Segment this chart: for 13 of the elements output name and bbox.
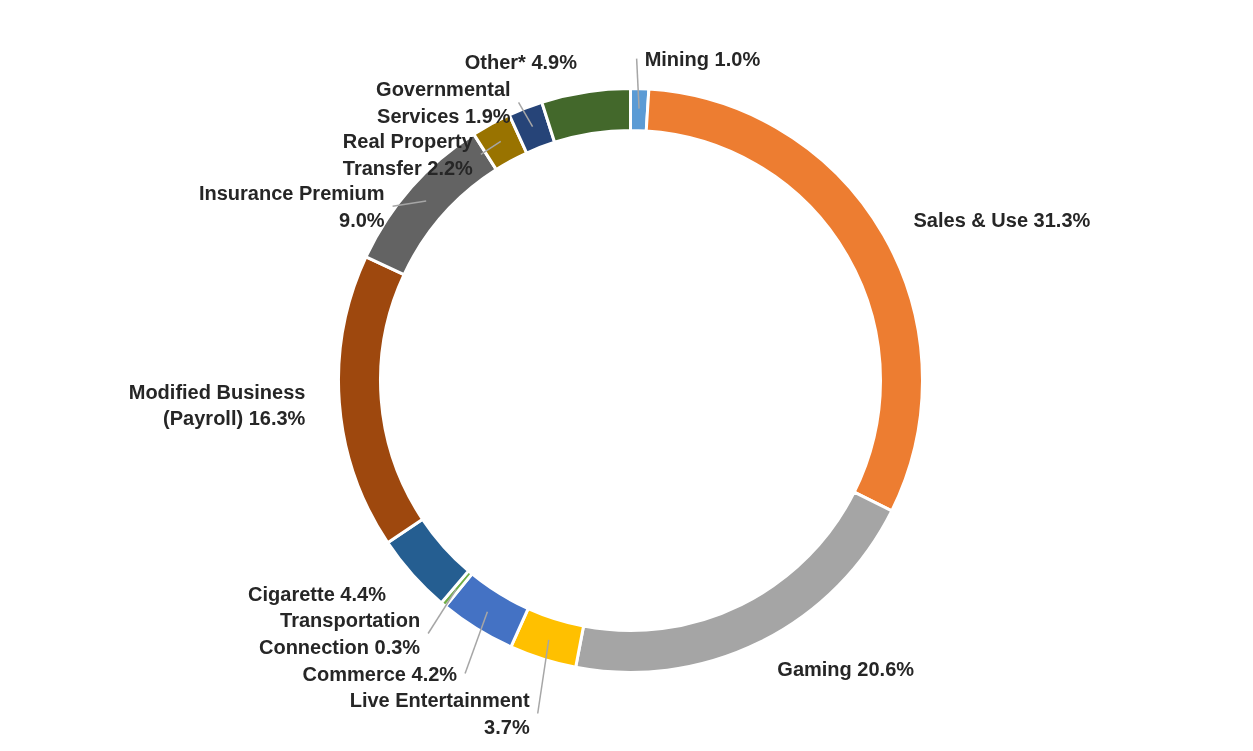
slice-label: Other* 4.9% [464, 51, 578, 74]
data-label: 3.7% [484, 715, 530, 738]
slice-label: Governmental Services 1.9% [376, 78, 511, 127]
slice-label: Live Entertainment [349, 689, 531, 712]
data-label: 9.0% [339, 208, 385, 231]
slice-label: Transportation Connection 0.3% [258, 609, 421, 658]
slice-label: Insurance Premium [198, 182, 385, 205]
slice-label: Cigarette 4.4% [248, 582, 387, 605]
slice-label: Modified Business (Payroll) 16.3% [128, 380, 306, 429]
slice-label: Mining 1.0% [644, 47, 761, 70]
slice-label: Sales & Use 31.3% [913, 208, 1091, 231]
slice-label: Commerce 4.2% [302, 662, 458, 685]
slice-label: Gaming 20.6% [777, 658, 915, 681]
